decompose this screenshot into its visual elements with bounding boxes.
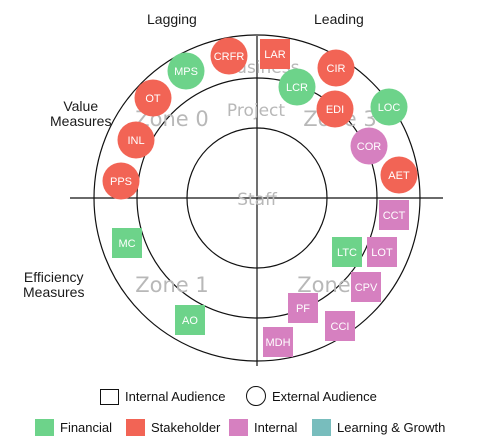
measure-pps-circle: [102, 162, 140, 200]
measure-cor-label: COR: [357, 141, 382, 153]
ring-label-project: Project: [227, 101, 285, 121]
measure-inl-label: INL: [127, 135, 144, 147]
axis-label-lagging: Lagging: [147, 11, 197, 27]
measure-cct: CCT: [379, 200, 409, 230]
measure-mdh-label: MDH: [265, 337, 290, 349]
measure-edi: EDI: [316, 90, 354, 128]
measure-pf: PF: [288, 293, 318, 323]
zone-label-1: Zone 1: [135, 273, 209, 297]
legend-financial-label: Financial: [60, 420, 113, 436]
legend-internal-audience: Internal Audience: [100, 388, 225, 405]
measure-mc-label: MC: [118, 238, 135, 250]
measure-cir-label: CIR: [327, 63, 346, 75]
measure-edi-label: EDI: [326, 104, 344, 116]
measure-ot-circle: [134, 79, 172, 117]
measure-mc: MC: [112, 228, 142, 258]
measure-loc-circle: [370, 88, 408, 126]
legend-learning-growth: Learning & Growth: [312, 419, 446, 437]
measure-cpv-square: [351, 272, 381, 302]
measure-lar-label: LAR: [264, 49, 285, 61]
measure-crfr-label: CRFR: [214, 51, 245, 63]
measure-pps-label: PPS: [110, 176, 132, 188]
measure-aet-label: AET: [388, 170, 410, 182]
measure-lcr-circle: [278, 68, 316, 106]
measure-aet-circle: [380, 156, 418, 194]
measure-cpv: CPV: [351, 272, 381, 302]
axis-label-leading: Leading: [314, 11, 364, 27]
legend-external-audience: External Audience: [246, 386, 377, 406]
measure-mps-circle: [167, 52, 205, 90]
measure-cor-circle: [350, 127, 388, 165]
measure-lcr: LCR: [278, 68, 316, 106]
legend-stakeholder-label: Stakeholder: [151, 420, 221, 436]
measure-ao-label: AO: [182, 315, 198, 327]
legend-external-audience-label: External Audience: [272, 388, 377, 404]
measure-lot: LOT: [367, 237, 397, 267]
measure-lot-square: [367, 237, 397, 267]
measure-mps: MPS: [167, 52, 205, 90]
measure-cct-label: CCT: [383, 210, 406, 222]
measure-ot-label: OT: [145, 93, 161, 105]
measure-lar-square: [260, 39, 290, 69]
measure-edi-circle: [316, 90, 354, 128]
measure-inl: INL: [117, 121, 155, 159]
measure-cpv-label: CPV: [355, 282, 378, 294]
legend-stakeholder: Stakeholder: [126, 419, 221, 437]
axis-label-efficiency-measures: Efficiency Measures: [23, 269, 85, 300]
legend-internal-label: Internal: [254, 420, 298, 436]
measure-mdh-square: [263, 327, 293, 357]
measure-lot-label: LOT: [371, 247, 393, 259]
legend-financial: Financial: [35, 419, 113, 437]
measure-mdh: MDH: [263, 327, 293, 357]
measure-pps: PPS: [102, 162, 140, 200]
square-outline-icon: [100, 388, 119, 405]
legend-internal: Internal: [229, 419, 298, 437]
legend-internal-audience-label: Internal Audience: [125, 389, 226, 405]
circle-outline-icon: [246, 386, 266, 406]
measure-ao: AO: [175, 305, 205, 335]
stakeholder-swatch: [126, 419, 145, 437]
measure-ao-square: [175, 305, 205, 335]
measure-inl-circle: [117, 121, 155, 159]
measure-lar: LAR: [260, 39, 290, 69]
measure-loc: LOC: [370, 88, 408, 126]
measure-cct-square: [379, 200, 409, 230]
measure-cir-circle: [317, 49, 355, 87]
measure-crfr: CRFR: [210, 37, 248, 75]
measure-ltc-label: LTC: [337, 247, 357, 259]
measure-cir: CIR: [317, 49, 355, 87]
measure-cci-square: [325, 311, 355, 341]
measure-loc-label: LOC: [378, 102, 401, 114]
measure-cci: CCI: [325, 311, 355, 341]
learning-growth-swatch: [312, 419, 331, 437]
measure-aet: AET: [380, 156, 418, 194]
measure-crfr-circle: [210, 37, 248, 75]
measure-items: CRFR LAR MPS CIR LCR OT EDI LOC INL COR PPS AET CCT M…: [102, 37, 418, 357]
measure-lcr-label: LCR: [286, 82, 308, 94]
measure-mps-label: MPS: [174, 66, 198, 78]
ring-label-staff: Staff: [237, 190, 278, 210]
measure-cci-label: CCI: [331, 321, 350, 333]
axis-label-value-measures: Value Measures: [50, 98, 112, 129]
financial-swatch: [35, 419, 54, 437]
internal-swatch: [229, 419, 248, 437]
measure-ot: OT: [134, 79, 172, 117]
legend-learning-growth-label: Learning & Growth: [337, 420, 446, 436]
measure-ltc: LTC: [332, 237, 362, 267]
measure-pf-square: [288, 293, 318, 323]
measure-pf-label: PF: [296, 303, 310, 315]
measure-cor: COR: [350, 127, 388, 165]
measure-mc-square: [112, 228, 142, 258]
measure-ltc-square: [332, 237, 362, 267]
